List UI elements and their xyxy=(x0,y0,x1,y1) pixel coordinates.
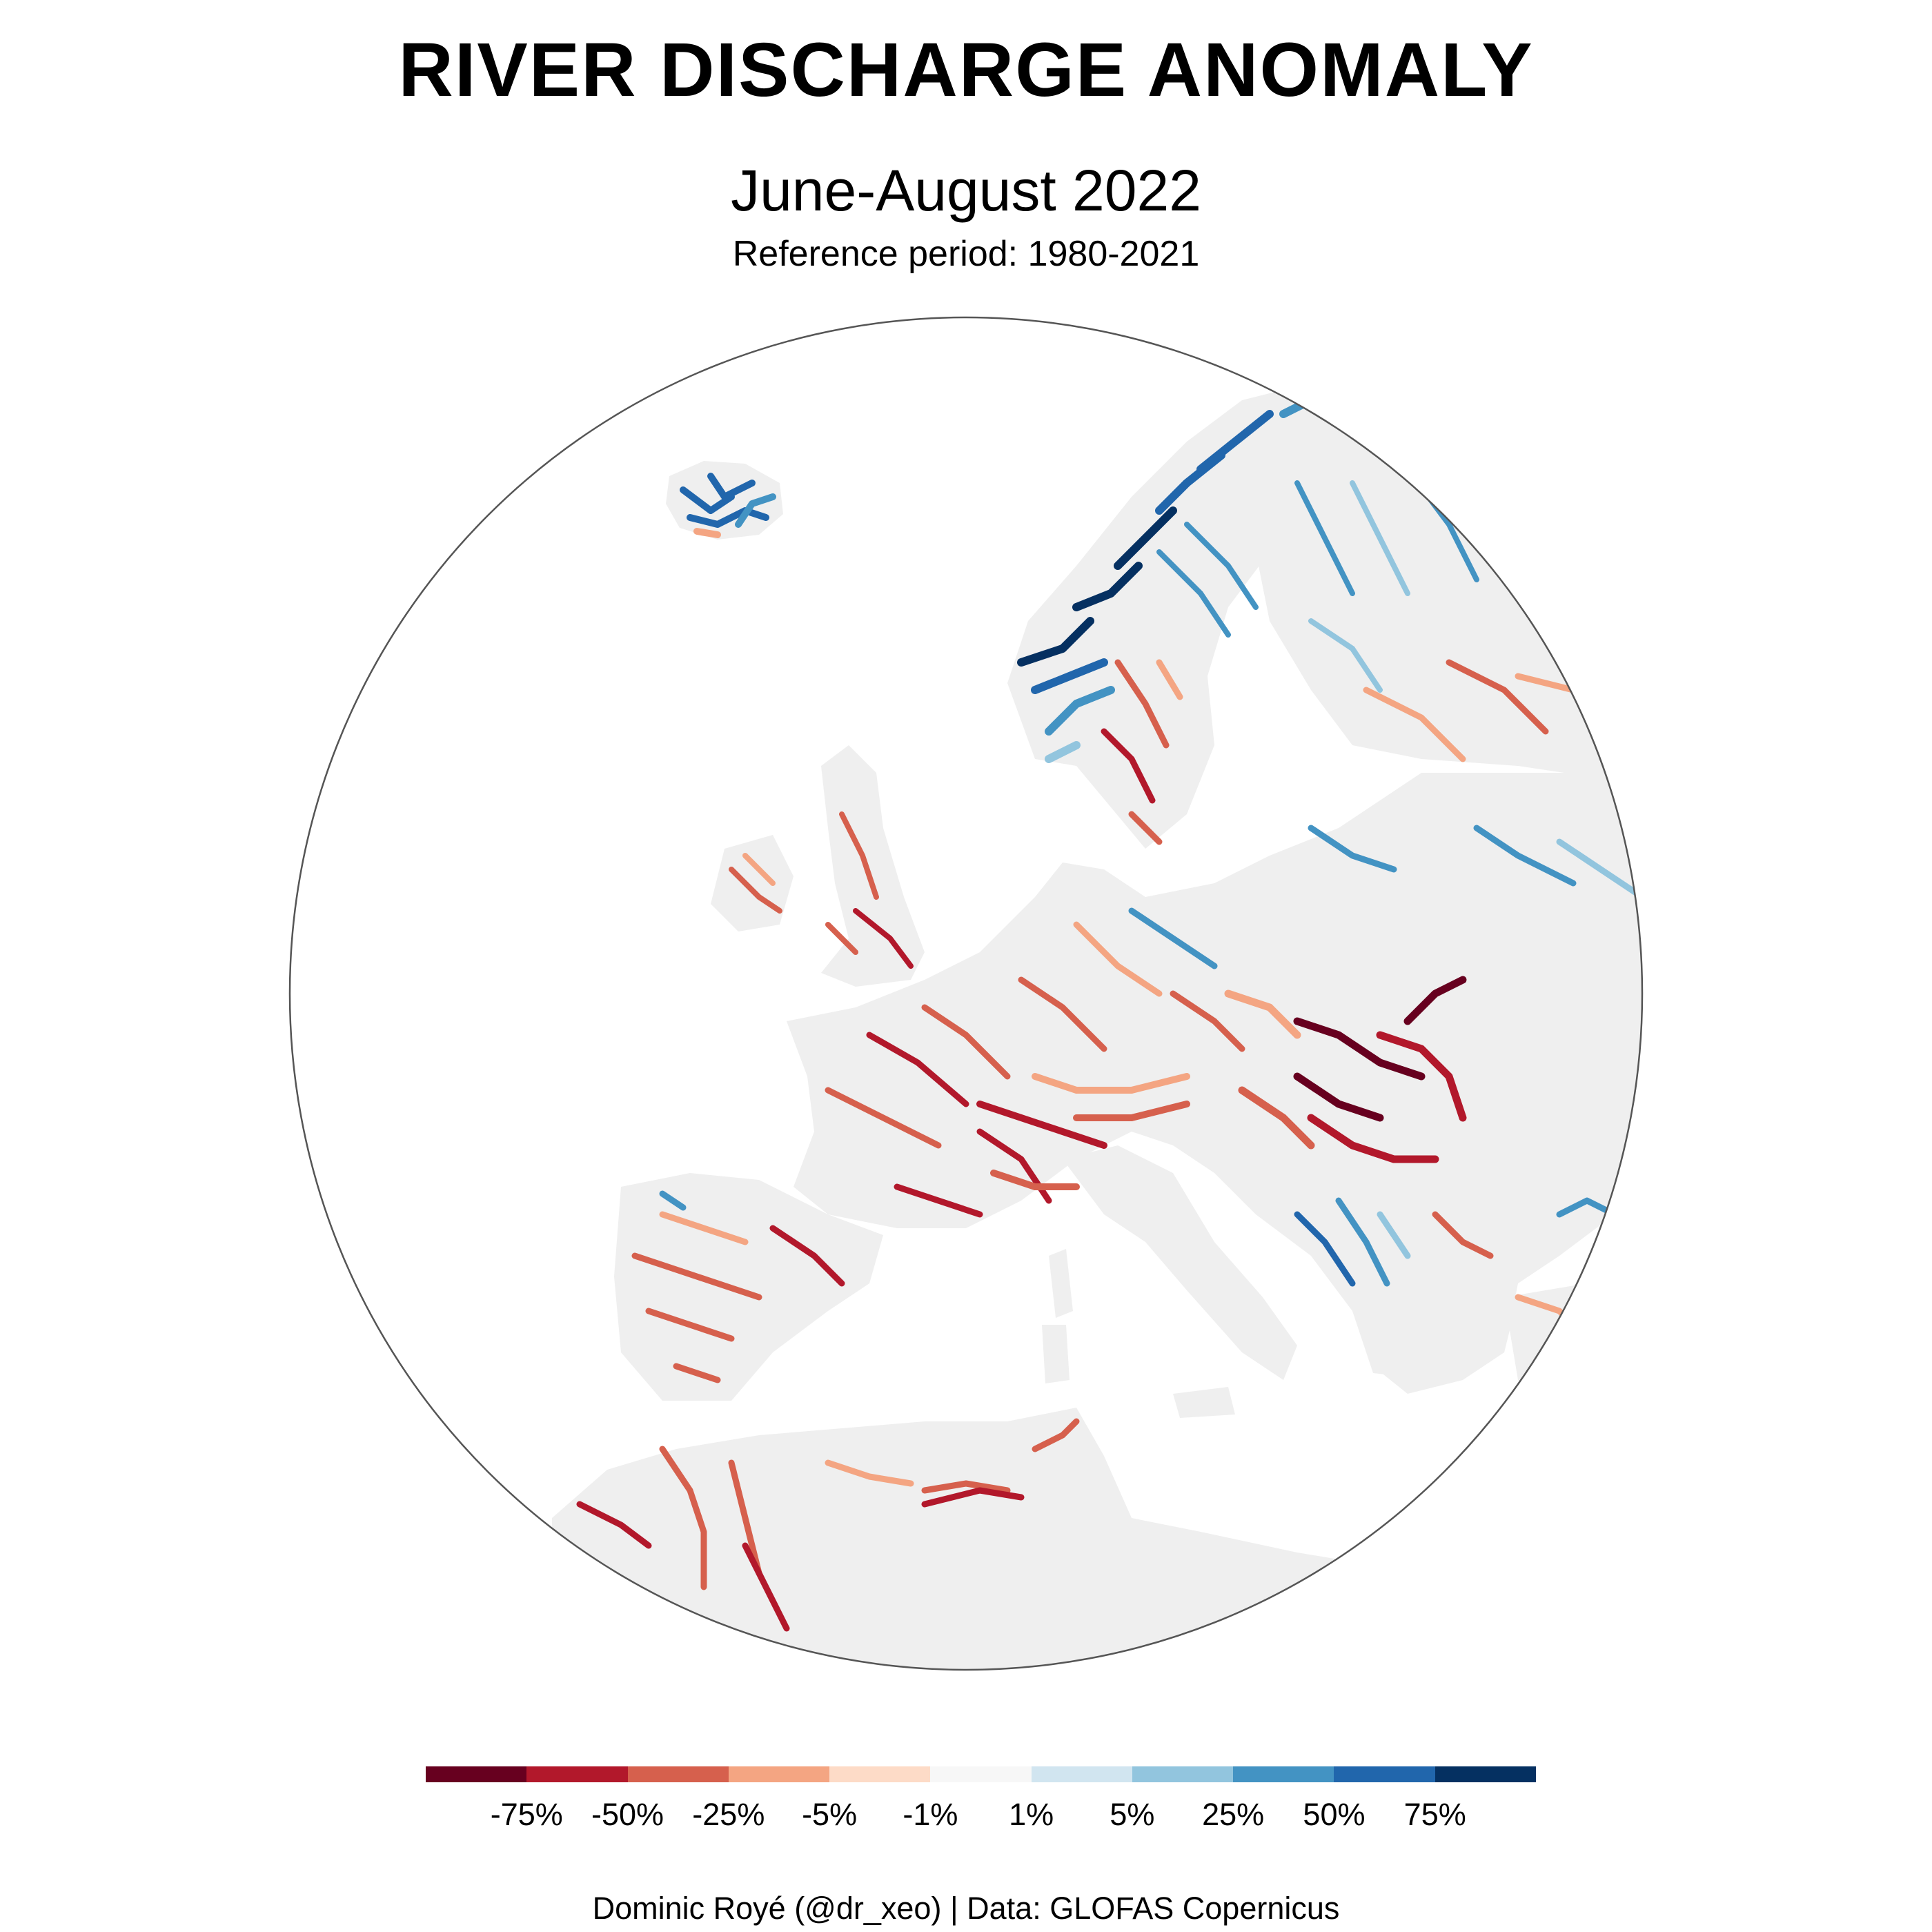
river-network xyxy=(576,396,1642,1632)
legend-swatch xyxy=(627,1766,729,1782)
rivers-north-africa xyxy=(576,1418,1080,1632)
land-islands xyxy=(1042,1249,1235,1418)
legend-label: 25% xyxy=(1202,1797,1265,1832)
land-continental-europe xyxy=(787,773,1642,1380)
land-masses xyxy=(552,386,1642,1670)
legend-label: 5% xyxy=(1110,1797,1155,1832)
legend-label: -50% xyxy=(591,1797,664,1832)
legend-swatch xyxy=(1435,1766,1536,1782)
land-great-britain xyxy=(821,745,925,987)
legend-label: -75% xyxy=(490,1797,563,1832)
legend-swatch xyxy=(1031,1766,1132,1782)
land-balkans xyxy=(1276,1173,1518,1394)
legend-swatch xyxy=(728,1766,830,1782)
legend-label: 50% xyxy=(1303,1797,1366,1832)
globe-outline xyxy=(288,316,1644,1671)
rivers-hungary-romania xyxy=(1224,976,1467,1163)
chart-subtitle: June-August 2022 xyxy=(731,158,1201,223)
legend-color-bar xyxy=(426,1766,1536,1782)
legend-label: 1% xyxy=(1009,1797,1054,1832)
rivers-uk-ireland xyxy=(729,811,914,969)
rivers-south-sweden xyxy=(1101,659,1183,845)
rivers-balkans xyxy=(1294,1197,1618,1342)
land-italy xyxy=(1063,1145,1297,1380)
land-iberia xyxy=(614,1173,883,1401)
legend-labels: -75% -50% -25% -5% -1% 1% 5% 25% 50% 75% xyxy=(426,1797,1536,1838)
rivers-norway xyxy=(1017,396,1357,763)
land-north-africa xyxy=(552,1408,1518,1670)
legend-swatch xyxy=(526,1766,628,1782)
legend-label: -5% xyxy=(802,1797,858,1832)
legend-swatch xyxy=(930,1766,1032,1782)
land-finland-russia xyxy=(1242,428,1642,793)
source-caption: Dominic Royé (@dr_xeo) | Data: GLOFAS Co… xyxy=(592,1891,1340,1926)
legend-swatch xyxy=(829,1766,931,1782)
legend-swatch xyxy=(1233,1766,1334,1782)
land-anatolia xyxy=(1504,1256,1642,1449)
legend-label: -25% xyxy=(692,1797,765,1832)
reference-period: Reference period: 1980-2021 xyxy=(732,234,1200,274)
legend-label: -1% xyxy=(903,1797,958,1832)
rivers-western-europe xyxy=(825,907,1245,1218)
rivers-alps xyxy=(976,1073,1190,1190)
chart-title: RIVER DISCHARGE ANOMALY xyxy=(398,28,1534,112)
legend-swatch xyxy=(1334,1766,1435,1782)
rivers-iceland xyxy=(680,473,776,538)
legend-swatch xyxy=(426,1766,527,1782)
rivers-iberia xyxy=(631,1190,845,1383)
legend-swatch xyxy=(1132,1766,1234,1782)
legend-label: 75% xyxy=(1403,1797,1466,1832)
land-ireland xyxy=(711,835,793,931)
